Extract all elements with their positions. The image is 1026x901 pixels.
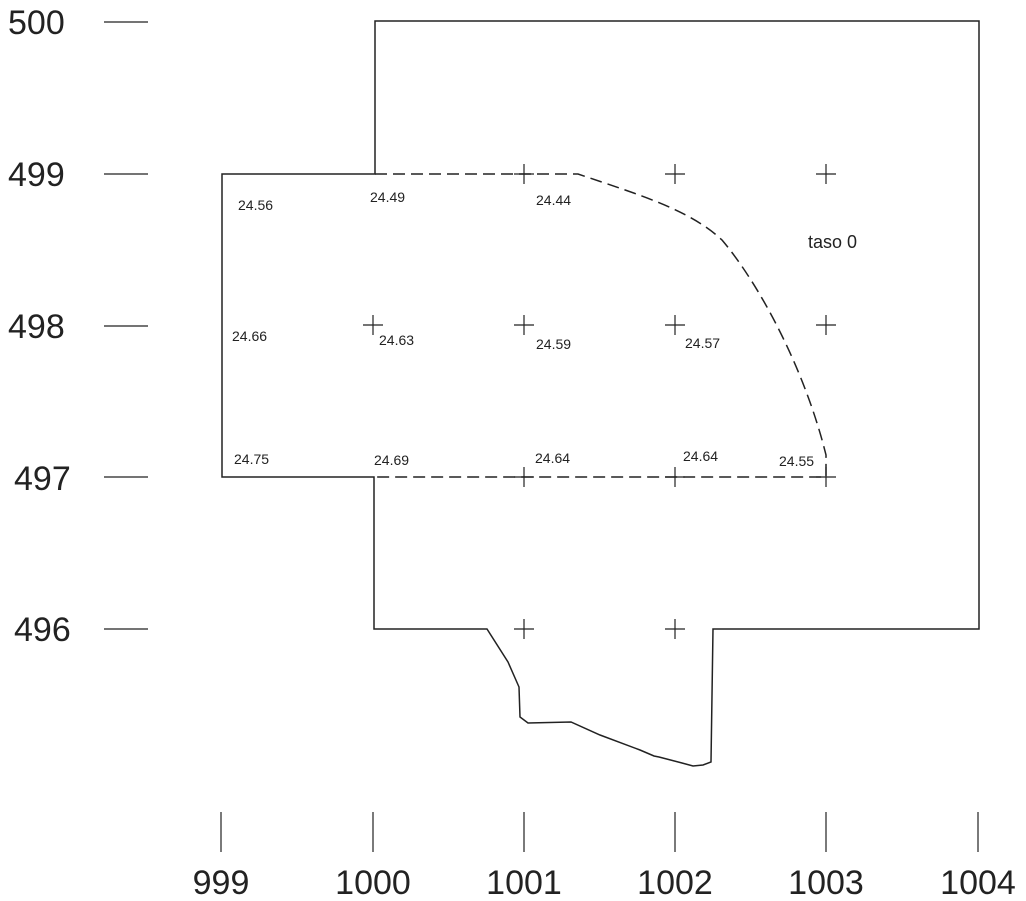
y-label-500: 500	[8, 4, 65, 42]
level-note: taso 0	[808, 232, 857, 252]
grid-cross	[363, 315, 383, 335]
elevation-label: 24.44	[536, 192, 571, 208]
y-label-499: 499	[8, 156, 65, 194]
x-label-1001: 1001	[486, 864, 562, 901]
y-label-498: 498	[8, 308, 65, 346]
x-label-1000: 1000	[335, 864, 411, 901]
elevation-label: 24.57	[685, 335, 720, 351]
grid-cross	[816, 467, 836, 487]
elevation-label: 24.69	[374, 452, 409, 468]
grid-cross	[665, 619, 685, 639]
trench-outline	[221, 20, 980, 767]
x-axis-ticks	[220, 812, 979, 852]
y-label-496: 496	[14, 611, 71, 649]
x-label-1004: 1004	[940, 864, 1016, 901]
grid-cross	[816, 164, 836, 184]
elevation-label: 24.55	[779, 453, 814, 469]
elevation-label: 24.56	[238, 197, 273, 213]
elevation-label: 24.49	[370, 189, 405, 205]
elevation-label: 24.66	[232, 328, 267, 344]
elevation-labels: 24.56 24.49 24.44 24.66 24.63 24.59 24.5…	[232, 189, 814, 469]
grid-cross	[514, 467, 534, 487]
y-label-497: 497	[14, 460, 71, 498]
level-boundary-dashed	[374, 173, 827, 478]
x-label-1002: 1002	[637, 864, 713, 901]
elevation-label: 24.59	[536, 336, 571, 352]
grid-cross	[816, 315, 836, 335]
elevation-label: 24.64	[683, 448, 718, 464]
x-label-999: 999	[193, 864, 250, 901]
x-axis-labels: 999 1000 1001 1002 1003 1004	[193, 864, 1016, 901]
grid-cross	[665, 467, 685, 487]
grid-cross	[665, 164, 685, 184]
grid-cross	[514, 164, 534, 184]
elevation-label: 24.75	[234, 451, 269, 467]
elevation-label: 24.63	[379, 332, 414, 348]
elevation-label: 24.64	[535, 450, 570, 466]
grid-cross	[665, 315, 685, 335]
grid-crosses	[363, 164, 836, 639]
x-label-1003: 1003	[788, 864, 864, 901]
grid-cross	[514, 315, 534, 335]
y-axis-labels: 500 499 498 497 496	[8, 4, 71, 649]
grid-cross	[514, 619, 534, 639]
y-axis-ticks	[104, 21, 148, 630]
